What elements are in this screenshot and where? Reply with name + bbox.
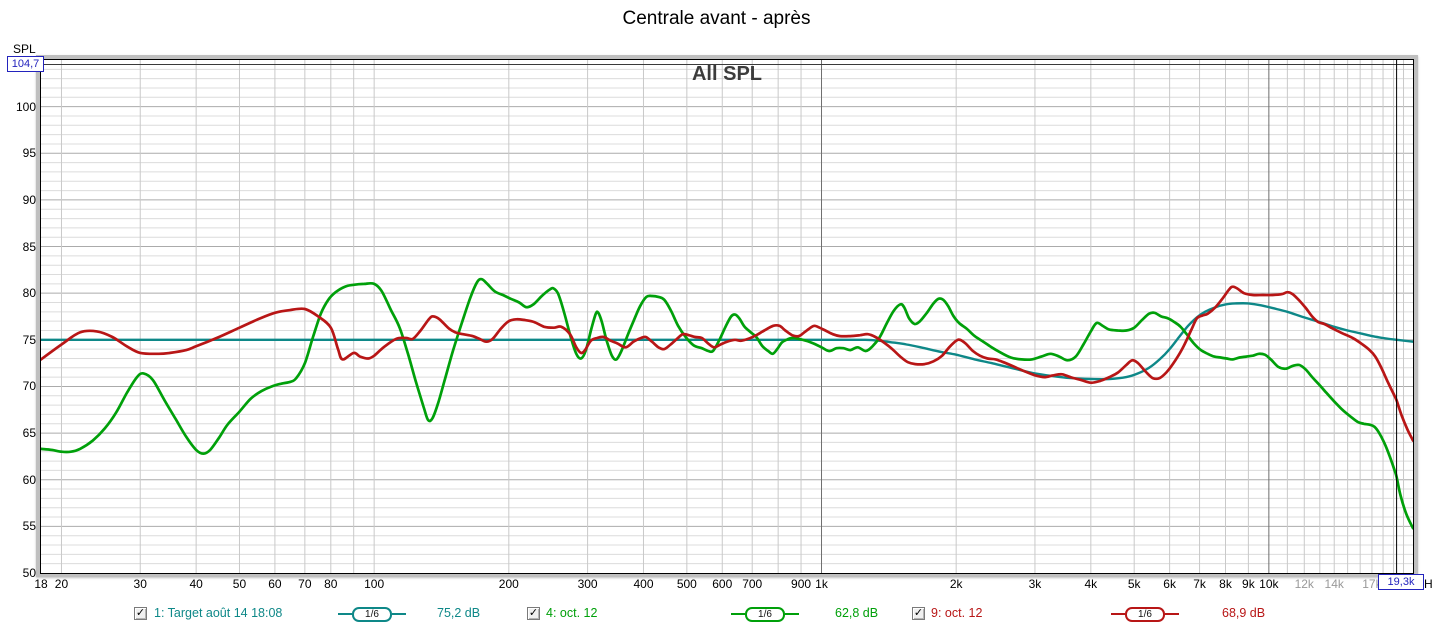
plot-frame: All SPL	[36, 55, 1418, 577]
smoothing-value: 1/6	[745, 606, 785, 622]
x-axis-unit-label: Hz	[1424, 577, 1433, 591]
x-tick-label: 3k	[1028, 577, 1042, 591]
y-tick-label: 95	[22, 146, 36, 161]
x-tick-label: 18	[34, 577, 48, 591]
x-tick-label: 9k	[1242, 577, 1255, 591]
x-tick-label: 12k	[1294, 577, 1314, 591]
graph-title: Centrale avant - après	[622, 8, 811, 29]
cursor-spl-readout: 104,7	[7, 56, 44, 72]
x-tick-label: 200	[498, 577, 519, 591]
y-tick-label: 100	[15, 99, 36, 114]
x-tick-label: 17k	[1362, 577, 1382, 591]
plot-title: All SPL	[691, 63, 763, 85]
legend-line-sample	[1111, 613, 1125, 615]
x-tick-label: 5k	[1127, 577, 1141, 591]
x-tick-label: 30	[133, 577, 147, 591]
smoothing-badge[interactable]: 1/6	[728, 606, 802, 622]
x-tick-label: 100	[364, 577, 385, 591]
trace-measurement-red	[41, 285, 1413, 442]
legend-series-label[interactable]: 9: oct. 12	[931, 606, 983, 620]
y-tick-label: 60	[22, 472, 36, 487]
smoothing-badge[interactable]: 1/6	[335, 606, 409, 622]
x-tick-label: 2k	[949, 577, 963, 591]
y-tick-label: 65	[22, 426, 36, 441]
x-tick-label: 400	[633, 577, 654, 591]
y-tick-label: 85	[22, 239, 36, 254]
legend-line-sample	[392, 613, 406, 615]
trace-legend: ✓ 1: Target août 14 18:08 1/6 75,2 dB ✓ 4: oc…	[0, 604, 1433, 626]
plot-area[interactable]: All SPL	[40, 59, 1414, 574]
legend-line-sample	[338, 613, 352, 615]
x-tick-label: 40	[189, 577, 203, 591]
y-tick-label: 50	[22, 566, 36, 580]
x-tick-label: 70	[298, 577, 312, 591]
x-tick-label: 7k	[1193, 577, 1206, 591]
x-tick-label: 60	[268, 577, 282, 591]
x-tick-label: 300	[577, 577, 598, 591]
smoothing-value: 1/6	[1125, 606, 1165, 622]
trace-visibility-checkbox[interactable]: ✓	[912, 607, 925, 620]
legend-level-value: 62,8 dB	[835, 606, 879, 620]
x-tick-label: 500	[676, 577, 697, 591]
legend-line-sample	[1165, 613, 1179, 615]
y-tick-label: 70	[22, 379, 36, 394]
trace-visibility-checkbox[interactable]: ✓	[134, 607, 147, 620]
x-tick-label: 14k	[1324, 577, 1344, 591]
x-tick-label: 20	[54, 577, 69, 591]
smoothing-value: 1/6	[352, 606, 392, 622]
legend-series-label[interactable]: 1: Target août 14 18:08	[154, 606, 283, 620]
cursor-freq-readout: 19,3k	[1378, 574, 1424, 590]
y-axis-title: SPL	[13, 42, 36, 56]
x-tick-label: 50	[232, 577, 247, 591]
spl-chart-canvas[interactable]	[41, 60, 1413, 573]
x-tick-label: 1k	[815, 577, 828, 591]
y-tick-label: 75	[22, 332, 36, 347]
legend-level-value: 75,2 dB	[437, 606, 481, 620]
x-tick-label: 80	[324, 577, 338, 591]
smoothing-badge[interactable]: 1/6	[1108, 606, 1182, 622]
trace-target	[41, 302, 1413, 381]
trace-measurement-green	[41, 277, 1413, 530]
y-tick-label: 90	[22, 192, 36, 207]
y-tick-label: 55	[22, 519, 36, 534]
legend-level-value: 68,9 dB	[1222, 606, 1266, 620]
x-tick-label: 4k	[1084, 577, 1098, 591]
trace-visibility-checkbox[interactable]: ✓	[527, 607, 540, 620]
x-tick-label: 700	[742, 577, 763, 591]
x-tick-label: 8k	[1219, 577, 1232, 591]
legend-line-sample	[731, 613, 745, 615]
x-tick-label: 10k	[1259, 577, 1279, 591]
x-tick-label: 900	[791, 577, 812, 591]
x-tick-label: 6k	[1163, 577, 1176, 591]
legend-line-sample	[785, 613, 799, 615]
y-tick-label: 80	[22, 286, 36, 301]
x-tick-label: 600	[712, 577, 733, 591]
legend-series-label[interactable]: 4: oct. 12	[546, 606, 598, 620]
